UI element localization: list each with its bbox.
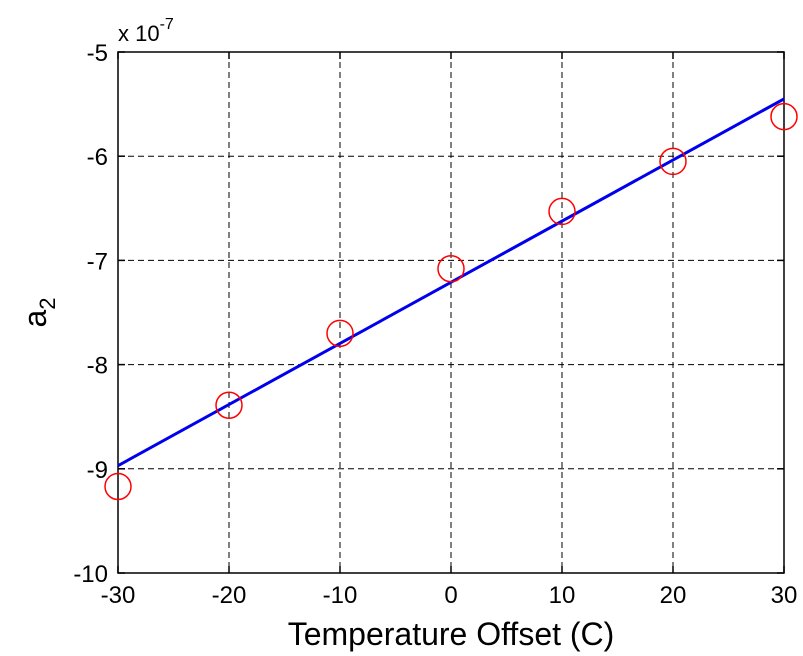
y-axis-multiplier: x 10-7 (118, 16, 174, 46)
data-point (659, 147, 687, 176)
y-tick-label: -10 (73, 561, 108, 588)
x-tick-label: -30 (101, 582, 136, 609)
x-tick-label: 20 (660, 582, 687, 609)
x-axis-title: Temperature Offset (C) (288, 616, 615, 652)
x-tick-label: 30 (771, 582, 798, 609)
y-tick-label: -9 (87, 457, 108, 484)
y-axis-multiplier-prefix: x 10 (118, 21, 160, 46)
data-point (104, 472, 132, 501)
data-point (548, 197, 576, 226)
y-axis-title-main: a (17, 310, 53, 328)
y-axis-title-subscript: 2 (35, 297, 60, 309)
axis-ticks (117, 51, 785, 574)
y-tick-label: -8 (87, 353, 108, 380)
y-axis-multiplier-exponent: -7 (160, 16, 174, 33)
x-tick-label: -10 (323, 582, 358, 609)
data-point (770, 102, 798, 131)
x-tick-label: 10 (549, 582, 576, 609)
grid (118, 52, 784, 573)
x-tick-label: -20 (212, 582, 247, 609)
x-tick-label: 0 (444, 582, 457, 609)
data-point (437, 254, 465, 283)
data-point (215, 391, 243, 419)
y-tick-label: -5 (87, 40, 108, 67)
series (104, 97, 798, 501)
data-point (326, 319, 354, 348)
y-axis-title: a2 (17, 297, 60, 327)
y-tick-label: -6 (87, 144, 108, 171)
tick-labels: -30 -20 -10 0 10 20 30 -10 -9 -8 -7 -6 -5 (73, 40, 797, 609)
y-tick-label: -7 (87, 248, 108, 275)
